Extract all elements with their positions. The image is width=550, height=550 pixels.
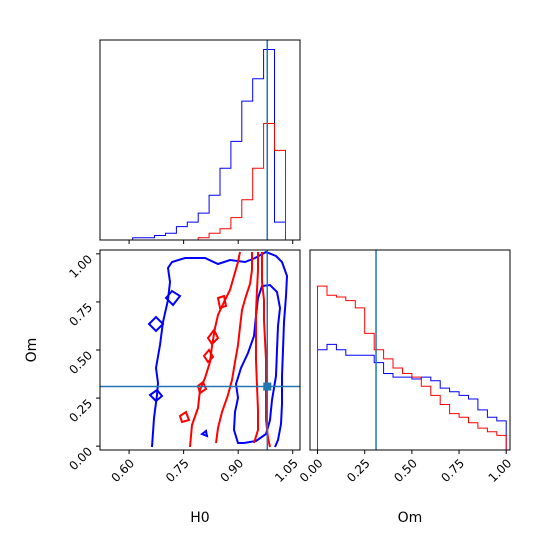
contour-panel-H0-Om: 0.60 0.75 0.90 1.05 0.00 0.25 0.50 0.75 1.00 xyxy=(66,249,301,485)
contour-red-island-4 xyxy=(178,410,191,424)
histogram-Om-frame xyxy=(309,249,511,451)
contour-y-ticks: 0.00 0.25 0.50 0.75 1.00 xyxy=(66,252,100,473)
contour-series-red xyxy=(178,251,271,448)
histogram-panel-H0 xyxy=(99,39,301,244)
contour-y-tick-label-0: 0.00 xyxy=(66,444,95,473)
contour-red-outer xyxy=(189,251,271,448)
contour-series-blue xyxy=(147,250,289,448)
om-x-tick-label-2: 0.50 xyxy=(391,456,420,485)
histogram-step-series-blue xyxy=(317,343,507,450)
histogram-H0-series xyxy=(132,49,286,241)
contour-blue-island-4 xyxy=(199,429,209,438)
contour-red-island-2 xyxy=(202,348,215,364)
histogram-step-series-blue xyxy=(132,49,286,240)
histogram-panel-Om: 0.00 0.25 0.50 0.75 1.00 xyxy=(297,249,514,485)
x-axis-label-Om: Om xyxy=(398,510,423,526)
contour-y-tick-label-2: 0.50 xyxy=(66,348,95,377)
contour-red-inner xyxy=(215,252,259,444)
contour-y-tick-label-4: 1.00 xyxy=(66,252,95,281)
y-axis-label-Om: Om xyxy=(24,338,40,363)
om-x-tick-label-0: 0.00 xyxy=(297,456,326,485)
contour-blue-island-1 xyxy=(147,315,165,333)
contour-y-tick-label-1: 0.25 xyxy=(66,396,95,425)
histogram-Om-x-ticks: 0.00 0.25 0.50 0.75 1.00 xyxy=(297,450,514,485)
histogram-Om-series xyxy=(317,285,507,450)
contour-blue-island-3 xyxy=(148,388,164,403)
contour-blue-island-2 xyxy=(164,289,182,307)
contour-y-tick-label-3: 0.75 xyxy=(66,300,95,329)
x-axis-label-H0: H0 xyxy=(190,510,209,526)
contour-x-tick-label-3: 1.05 xyxy=(272,456,301,485)
contour-x-tick-label-0: 0.60 xyxy=(108,456,137,485)
om-x-tick-label-3: 0.75 xyxy=(438,456,467,485)
contour-blue-inner xyxy=(232,283,282,444)
contour-red-island-1 xyxy=(206,328,220,346)
truth-marker xyxy=(263,382,272,391)
contour-red-island-5 xyxy=(216,294,228,310)
contour-blue-outer xyxy=(151,250,289,448)
contour-x-tick-label-1: 0.75 xyxy=(163,456,192,485)
contour-red-island-3 xyxy=(196,380,208,395)
histogram-step-series-red xyxy=(317,285,507,450)
histogram-H0-ticks xyxy=(128,240,294,244)
om-x-tick-label-4: 1.00 xyxy=(486,456,515,485)
histogram-H0-frame xyxy=(99,39,301,241)
contour-x-ticks: 0.60 0.75 0.90 1.05 xyxy=(108,450,301,485)
histogram-step-series-red xyxy=(132,123,286,241)
om-x-tick-label-1: 0.25 xyxy=(344,456,373,485)
contour-x-tick-label-2: 0.90 xyxy=(218,456,247,485)
